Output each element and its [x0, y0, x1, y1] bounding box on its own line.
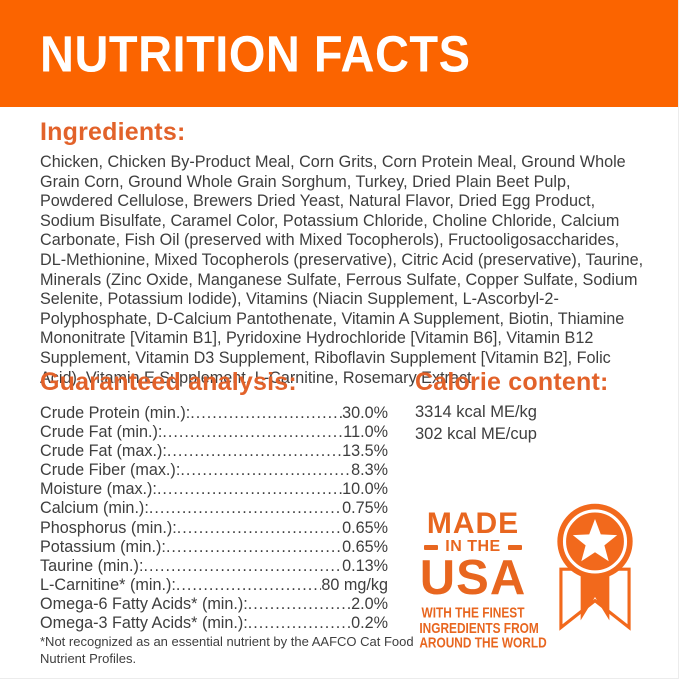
analysis-row-crude-fat-max: Crude Fat (max.):.......................…: [40, 442, 388, 461]
guaranteed-analysis-table: Crude Protein (min.):...................…: [40, 404, 388, 633]
ingredients-heading: Ingredients:: [40, 118, 186, 146]
dot-leader: ........................................…: [247, 614, 351, 633]
analysis-value: 0.2%: [351, 614, 388, 633]
award-ribbon-star-icon: [557, 503, 633, 631]
dot-leader: ........................................…: [190, 404, 342, 422]
analysis-row-calcium: Calcium (min.):.........................…: [40, 499, 388, 518]
analysis-value: 0.75%: [342, 499, 388, 518]
made-in-usa-text: MADE IN THE USA WITH THE FINEST INGREDIE…: [412, 507, 546, 650]
analysis-row-taurine: Taurine (min.):.........................…: [40, 557, 388, 576]
dot-leader: ........................................…: [180, 461, 351, 480]
dash-right: [507, 544, 522, 550]
usa-label: USA: [419, 551, 527, 605]
dot-leader: ........................................…: [166, 442, 343, 461]
dot-leader: ........................................…: [247, 594, 351, 613]
dash-left: [424, 544, 439, 550]
analysis-label: Omega-3 Fatty Acids* (min.):: [40, 614, 248, 633]
analysis-row-moisture: Moisture (max.):........................…: [40, 480, 388, 499]
analysis-row-omega-6: Omega-6 Fatty Acids* (min.):............…: [40, 595, 388, 614]
analysis-label: Crude Fat (max.):: [40, 442, 167, 461]
analysis-value: 13.5%: [342, 442, 388, 461]
dot-leader: ........................................…: [143, 556, 342, 575]
analysis-label: Crude Protein (min.):: [40, 404, 191, 422]
analysis-row-crude-fat-min: Crude Fat (min.):.......................…: [40, 423, 388, 442]
analysis-label: Moisture (max.):: [40, 480, 157, 499]
analysis-value: 8.3%: [351, 461, 388, 480]
in-the-label: IN THE: [445, 538, 501, 555]
made-label: MADE: [426, 507, 520, 540]
star-icon: [572, 519, 618, 562]
analysis-value: 0.13%: [342, 556, 388, 575]
tagline-line-3: AROUND THE WORLD: [419, 634, 547, 651]
analysis-label: Calcium (min.):: [40, 499, 149, 518]
dot-leader: ........................................…: [162, 423, 344, 442]
analysis-value: 2.0%: [351, 594, 388, 613]
analysis-row-l-carnitine: L-Carnitine* (min.):....................…: [40, 576, 388, 595]
analysis-value: 80 mg/kg: [321, 575, 388, 594]
dot-leader: ........................................…: [175, 575, 322, 594]
analysis-label: Omega-6 Fatty Acids* (min.):: [40, 594, 248, 613]
analysis-value: 30.0%: [342, 404, 388, 422]
calorie-content-heading: Calorie content:: [415, 368, 609, 396]
analysis-label: Taurine (min.):: [40, 556, 144, 575]
analysis-value: 11.0%: [343, 423, 388, 442]
ribbon-center-band: [580, 569, 610, 621]
dot-leader: ........................................…: [156, 480, 343, 499]
calorie-kg-value: 3314 kcal ME/kg: [415, 403, 537, 421]
aafco-footnote: *Not recognized as an essential nutrient…: [40, 634, 414, 666]
dot-leader: ........................................…: [148, 499, 342, 518]
analysis-value: 0.65%: [342, 537, 388, 556]
guaranteed-analysis-heading: Guaranteed analysis:: [40, 368, 297, 396]
calorie-content-values: 3314 kcal ME/kg 302 kcal ME/cup: [415, 402, 537, 445]
analysis-row-potassium: Potassium (min.):.......................…: [40, 538, 388, 557]
analysis-row-crude-fiber: Crude Fiber (max.):.....................…: [40, 461, 388, 480]
analysis-label: Phosphorus (min.):: [40, 518, 177, 537]
dot-leader: ........................................…: [176, 518, 342, 537]
calorie-cup-value: 302 kcal ME/cup: [415, 424, 537, 443]
usa-tagline: WITH THE FINEST INGREDIENTS FROM AROUND …: [419, 603, 547, 651]
ingredients-text: Chicken, Chicken By-Product Meal, Corn G…: [40, 153, 644, 387]
analysis-row-crude-protein: Crude Protein (min.):...................…: [40, 404, 388, 423]
analysis-row-omega-3: Omega-3 Fatty Acids* (min.):............…: [40, 614, 388, 633]
analysis-label: L-Carnitine* (min.):: [40, 575, 176, 594]
page-title: NUTRITION FACTS: [40, 24, 471, 83]
in-the-label-row: IN THE: [412, 538, 534, 556]
made-in-usa-badge: MADE IN THE USA WITH THE FINEST INGREDIE…: [412, 500, 640, 650]
tagline-line-1: WITH THE FINEST: [421, 603, 525, 621]
analysis-row-phosphorus: Phosphorus (min.):......................…: [40, 519, 388, 538]
analysis-value: 10.0%: [342, 480, 388, 499]
tagline-line-2: INGREDIENTS FROM: [419, 619, 539, 636]
dot-leader: ........................................…: [165, 537, 343, 556]
analysis-label: Potassium (min.):: [40, 537, 166, 556]
banner: NUTRITION FACTS: [0, 0, 678, 107]
analysis-label: Crude Fat (min.):: [40, 423, 163, 442]
medal-inner-ring: [562, 509, 628, 574]
analysis-value: 0.65%: [342, 518, 388, 537]
analysis-label: Crude Fiber (max.):: [40, 461, 181, 480]
